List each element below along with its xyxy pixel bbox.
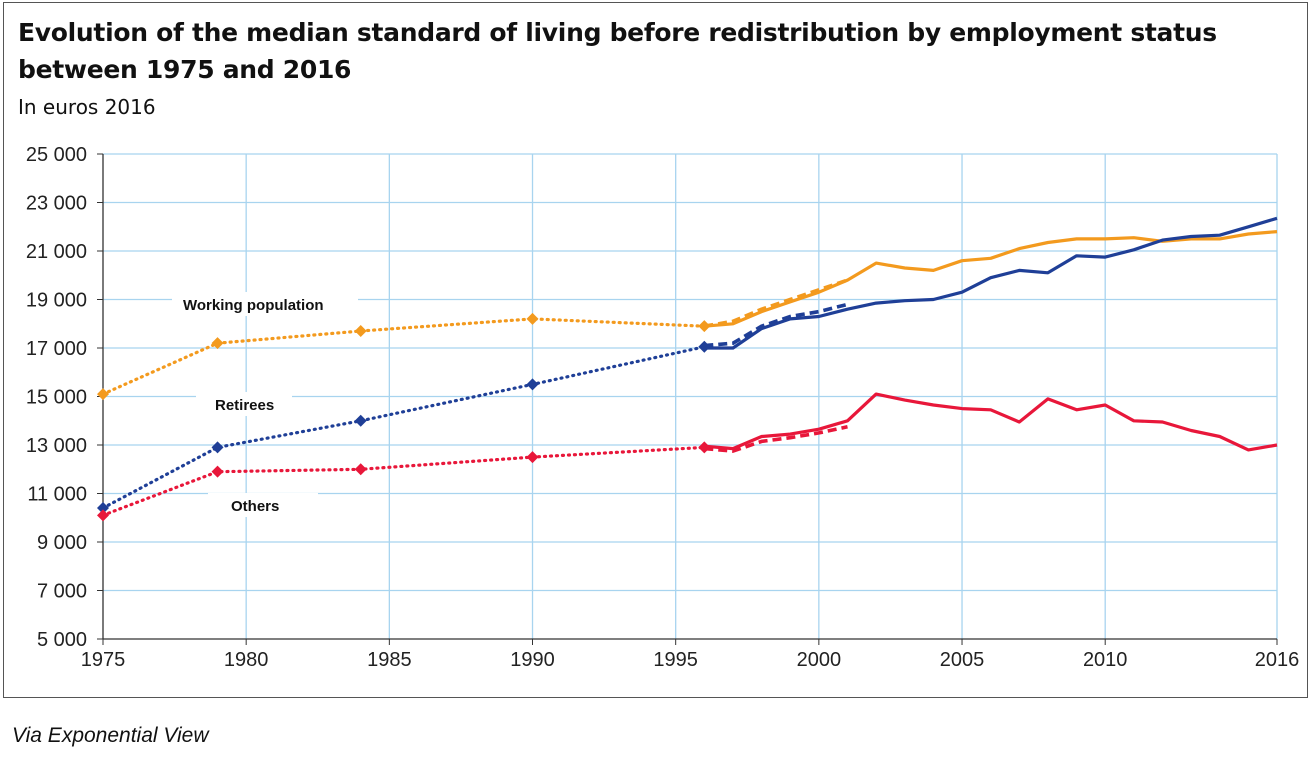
x-tick-label: 1985 xyxy=(367,649,412,671)
label-retirees: Retirees xyxy=(215,397,274,414)
x-tick-label: 2010 xyxy=(1083,649,1128,671)
series-labels: Working population Retirees Others xyxy=(172,292,358,517)
retirees-marker xyxy=(526,378,539,391)
y-tick-label: 17 000 xyxy=(26,338,87,360)
retirees-solid-line xyxy=(704,216,1278,350)
y-tick-label: 5 000 xyxy=(37,629,87,651)
others-marker xyxy=(354,463,367,476)
x-tick-label: 2016 xyxy=(1255,649,1300,671)
y-axis-ticks: 5 000 7 000 9 000 11 000 13 000 15 000 17 000 1… xyxy=(26,144,103,651)
others-marker xyxy=(698,441,711,454)
y-tick-label: 15 000 xyxy=(26,387,87,409)
working-population-marker xyxy=(211,337,224,350)
chart-subtitle: In euros 2016 xyxy=(18,95,156,119)
retirees-marker xyxy=(354,414,367,427)
retirees-marker xyxy=(211,441,224,454)
chart-title: Evolution of the median standard of livi… xyxy=(18,18,1217,84)
working-population-marker xyxy=(354,325,367,338)
y-tick-label: 21 000 xyxy=(26,241,87,263)
x-tick-label: 1990 xyxy=(510,649,555,671)
x-axis-ticks: 1975 1980 1985 1990 1995 2000 2005 2010 2016 xyxy=(81,639,1300,671)
retirees-dotted-line xyxy=(101,345,706,510)
label-others: Others xyxy=(231,498,279,515)
working-population-solid-line xyxy=(704,230,1278,328)
working-population-dashed-line xyxy=(703,278,849,328)
others-marker xyxy=(526,451,539,464)
source-note: Via Exponential View xyxy=(12,724,209,747)
others-marker xyxy=(97,509,109,522)
x-tick-label: 1980 xyxy=(224,649,269,671)
others-solid-line xyxy=(704,392,1278,452)
label-working-population: Working population xyxy=(183,297,324,314)
y-tick-label: 7 000 xyxy=(37,581,87,603)
working-population-dotted-line xyxy=(101,317,706,396)
retirees-marker xyxy=(97,502,109,515)
chart-frame xyxy=(3,2,1308,698)
x-tick-label: 2005 xyxy=(940,649,985,671)
y-tick-label: 25 000 xyxy=(26,144,87,166)
y-tick-label: 11 000 xyxy=(27,484,87,506)
grid-lines xyxy=(103,153,1278,639)
y-tick-label: 23 000 xyxy=(26,193,87,215)
working-population-marker xyxy=(526,312,539,325)
y-tick-label: 19 000 xyxy=(26,290,87,312)
x-tick-label: 2000 xyxy=(797,649,842,671)
working-population-marker xyxy=(698,320,711,333)
others-dashed-line xyxy=(704,425,848,453)
working-population-marker xyxy=(97,388,109,401)
x-tick-label: 1975 xyxy=(81,649,126,671)
y-tick-label: 13 000 xyxy=(26,435,87,457)
retirees-dashed-line xyxy=(704,302,848,348)
x-tick-label: 1995 xyxy=(653,649,698,671)
y-tick-label: 9 000 xyxy=(37,532,87,554)
retirees-marker xyxy=(698,340,711,353)
others-dotted-line xyxy=(101,445,706,517)
others-marker xyxy=(211,465,224,478)
series-lines xyxy=(97,216,1278,522)
